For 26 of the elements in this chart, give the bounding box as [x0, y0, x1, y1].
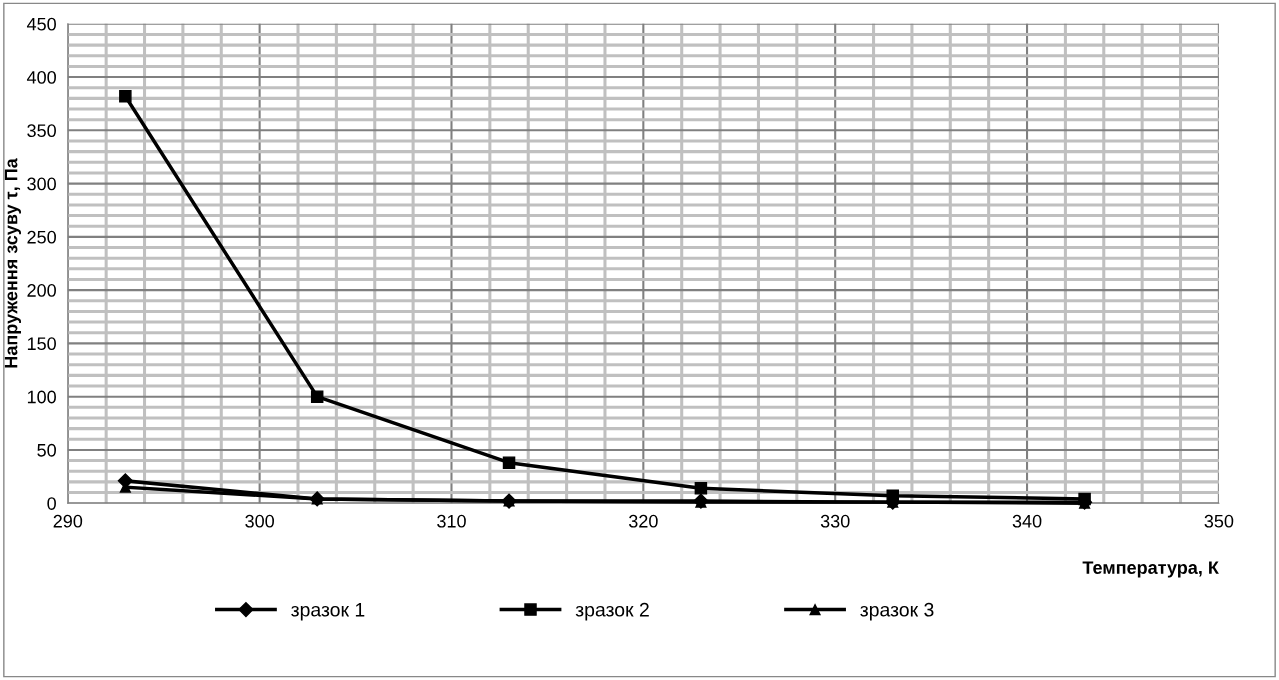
point [694, 482, 708, 495]
x-tick-label: 290 [53, 514, 83, 528]
y-tick-label: 150 [27, 337, 56, 351]
point [310, 390, 324, 403]
legend-label: зразок 1 [291, 603, 365, 621]
point [502, 456, 516, 469]
y-tick-label: 50 [37, 443, 56, 457]
y-tick-label: 0 [47, 497, 56, 510]
x-tick-label: 340 [1012, 514, 1042, 528]
y-tick-label: 400 [26, 71, 56, 84]
x-tick-label: 350 [1204, 514, 1234, 528]
y-tick-label: 250 [27, 230, 56, 244]
point [119, 89, 132, 103]
y-tick-label: 350 [27, 124, 56, 138]
y-tick-label: 300 [27, 177, 56, 191]
y-tick-label: 100 [27, 390, 56, 404]
y-tick-label: 200 [27, 284, 56, 297]
x-tick-label: 330 [820, 514, 850, 528]
x-tick-label: 300 [245, 514, 274, 528]
y-tick-label: 450 [26, 17, 56, 31]
y-axis-title: Напруження зсуву τ, Па [4, 158, 21, 368]
x-tick-label: 310 [437, 514, 466, 528]
legend-label: зразок 3 [860, 602, 934, 621]
legend-label: зразок 2 [575, 602, 649, 621]
x-tick-label: 320 [628, 514, 658, 528]
x-axis-title: Температура, К [1082, 561, 1219, 578]
